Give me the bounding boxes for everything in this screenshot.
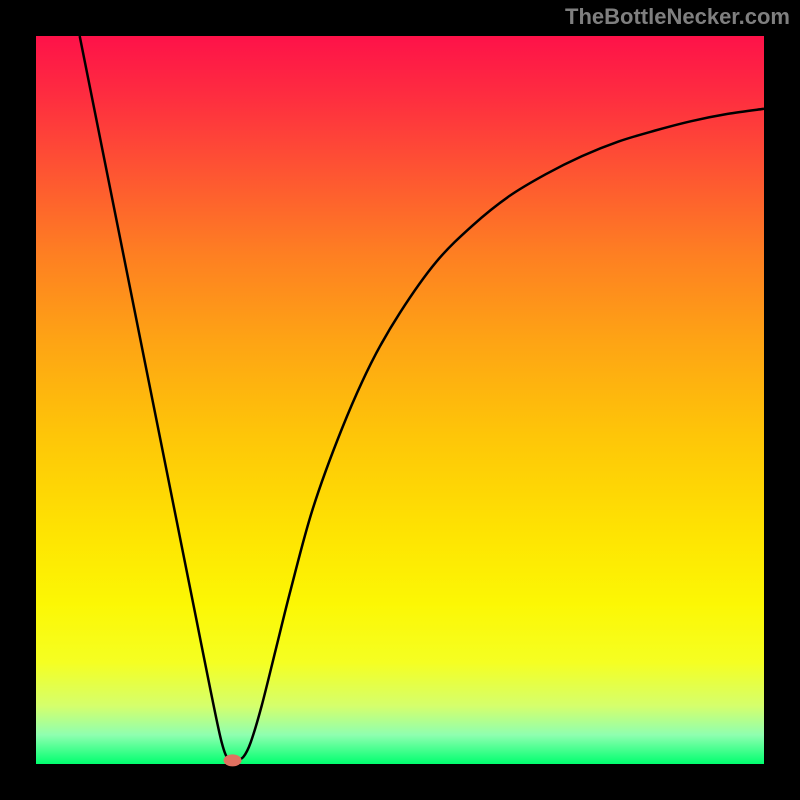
chart-container: { "watermark": { "text": "TheBottleNecke… — [0, 0, 800, 800]
bottleneck-chart — [0, 0, 800, 800]
watermark-text: TheBottleNecker.com — [565, 4, 790, 30]
optimal-point-marker — [224, 754, 242, 766]
chart-background — [36, 36, 764, 764]
